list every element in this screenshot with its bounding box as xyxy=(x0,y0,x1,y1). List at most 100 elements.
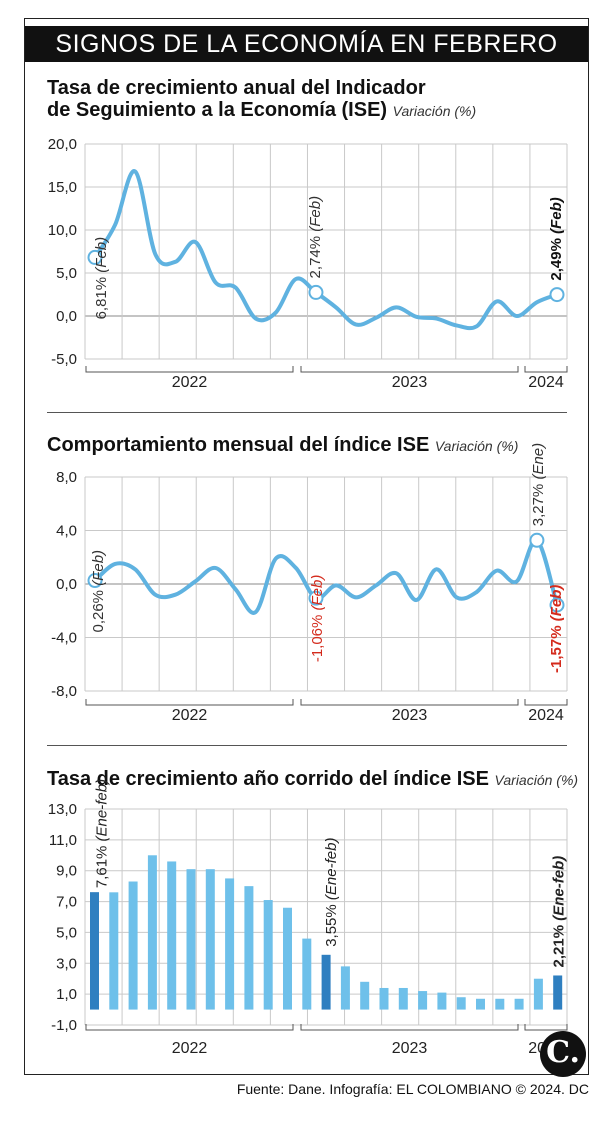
chart1-title: Tasa de crecimiento anual del Indicador … xyxy=(47,77,476,122)
chart3-y-tick-label: 13,0 xyxy=(48,801,77,818)
chart1-subtitle: Variación (%) xyxy=(392,103,477,119)
el-colombiano-logo: C. xyxy=(540,1031,586,1077)
chart3-bar xyxy=(128,881,138,1010)
chart3-data-label-period: (Ene-feb) xyxy=(94,779,111,846)
chart1-y-tick-label: 20,0 xyxy=(48,136,77,153)
chart3-bar xyxy=(360,981,370,1010)
chart2-data-label: -1,57% (Feb) xyxy=(548,585,565,673)
chart3-bar xyxy=(244,886,254,1010)
chart2-title: Comportamiento mensual del índice ISE Va… xyxy=(47,434,518,457)
chart2-data-label-period: (Feb) xyxy=(309,575,326,615)
chart2-data-label-value: 3,27% xyxy=(530,484,547,527)
chart3-bar xyxy=(476,998,485,1010)
chart1-data-label-period: (Feb) xyxy=(93,237,110,277)
chart1-year-label: 2024 xyxy=(528,374,564,391)
chart3-bar xyxy=(302,938,312,1010)
chart3-bar xyxy=(225,878,235,1010)
chart3-year-bracket xyxy=(524,1024,568,1031)
chart1-y-tick-label: 0,0 xyxy=(56,308,77,325)
chart2-data-label: 3,27% (Ene) xyxy=(530,443,547,526)
infographic-frame xyxy=(24,18,589,1075)
chart2-marker xyxy=(87,573,103,589)
chart1-data-label: 6,81% (Feb) xyxy=(93,237,110,320)
chart3-year-bracket xyxy=(300,1024,519,1031)
chart2-marker xyxy=(529,532,545,548)
chart3-bar-highlight xyxy=(553,975,563,1010)
chart2-data-label-value: 0,26% xyxy=(90,590,107,633)
chart1-y-tick-label: -5,0 xyxy=(51,351,77,368)
chart3-bar xyxy=(398,987,408,1010)
chart3-year-bracket xyxy=(85,1024,294,1031)
chart3-bar xyxy=(456,997,466,1010)
chart3-bar xyxy=(109,892,119,1010)
chart2-data-label-value: -1,57% xyxy=(548,625,565,673)
chart3-y-tick-label: 3,0 xyxy=(56,955,77,972)
chart1-year-bracket xyxy=(300,366,519,373)
chart3-bar xyxy=(167,861,177,1010)
chart2-data-label-period: (Feb) xyxy=(90,550,107,590)
chart1-title-line2: de Seguimiento a la Economía (ISE) xyxy=(47,99,388,121)
chart3-data-label-value: 3,55% xyxy=(323,904,340,947)
chart2-series-line xyxy=(93,538,559,615)
chart2-y-tick-label: 4,0 xyxy=(56,523,77,540)
chart3-bar xyxy=(495,998,505,1010)
chart2-title-line1: Comportamiento mensual del índice ISE xyxy=(47,434,430,456)
chart3-bar xyxy=(147,855,157,1010)
chart1-y-tick-label: 5,0 xyxy=(56,265,77,282)
chart3-title-line1: Tasa de crecimiento año corrido del índi… xyxy=(47,768,489,790)
chart1-title-line1: Tasa de crecimiento anual del Indicador xyxy=(47,77,426,99)
chart1-year-bracket xyxy=(524,366,568,373)
chart1-data-label: 2,49% (Feb) xyxy=(548,197,565,280)
chart3-bar xyxy=(533,978,543,1010)
chart3-bar-highlight xyxy=(321,954,331,1010)
chart2-year-label: 2024 xyxy=(528,707,564,724)
chart2-data-label-value: -1,06% xyxy=(309,615,326,663)
chart3-y-tick-label: -1,0 xyxy=(51,1017,77,1034)
chart3-data-label: 2,21% (Ene-feb) xyxy=(551,856,568,968)
chart2-y-tick-label: -4,0 xyxy=(51,630,77,647)
chart2-subtitle: Variación (%) xyxy=(434,438,519,454)
chart3-data-label-value: 2,21% xyxy=(551,925,568,968)
chart3-bar xyxy=(340,966,350,1010)
chart1-data-label-value: 2,49% xyxy=(548,238,565,281)
chart3-bar xyxy=(283,907,292,1010)
chart3-data-label-period: (Ene-feb) xyxy=(323,838,340,905)
chart3-bar xyxy=(263,900,273,1010)
chart1-data-label-value: 2,74% xyxy=(307,236,324,279)
chart2-year-bracket xyxy=(524,699,568,706)
chart1-marker xyxy=(549,287,565,303)
chart3-bar xyxy=(418,991,428,1010)
chart3-bar xyxy=(186,869,196,1010)
chart2-marker xyxy=(308,590,324,606)
chart3-year-label: 2023 xyxy=(392,1040,428,1057)
banner-title: SIGNOS DE LA ECONOMÍA EN FEBRERO xyxy=(25,26,588,62)
chart3-title: Tasa de crecimiento año corrido del índi… xyxy=(47,768,578,791)
chart1-data-label-period: (Feb) xyxy=(307,196,324,236)
chart2-y-tick-label: 0,0 xyxy=(56,576,77,593)
chart1-year-label: 2023 xyxy=(392,374,428,391)
chart2-data-label-period: (Feb) xyxy=(548,585,565,626)
chart2-year-bracket xyxy=(85,699,294,706)
chart2-y-tick-label: -8,0 xyxy=(51,683,77,700)
chart3-bar xyxy=(205,869,215,1010)
chart1-series-line xyxy=(93,169,559,331)
chart3-bar-highlight xyxy=(90,892,99,1010)
chart2-data-label-period: (Ene) xyxy=(530,443,547,484)
source-footer: Fuente: Dane. Infografía: EL COLOMBIANO … xyxy=(236,1081,589,1097)
chart3-bar xyxy=(514,998,524,1010)
chart1-year-bracket xyxy=(85,366,294,373)
chart1-marker xyxy=(308,284,324,300)
chart2-year-label: 2023 xyxy=(392,707,428,724)
chart3-data-label-value: 7,61% xyxy=(94,846,111,889)
chart3-data-label: 7,61% (Ene-feb) xyxy=(94,779,111,888)
chart1-y-tick-label: 15,0 xyxy=(48,179,77,196)
chart1-data-label: 2,74% (Feb) xyxy=(307,196,324,279)
chart2-data-label: -1,06% (Feb) xyxy=(309,575,326,663)
divider-1 xyxy=(47,412,567,413)
chart1-data-label-period: (Feb) xyxy=(548,197,565,238)
chart3-data-label: 3,55% (Ene-feb) xyxy=(323,838,340,947)
chart2-year-bracket xyxy=(300,699,519,706)
chart2-data-label: 0,26% (Feb) xyxy=(90,550,107,633)
chart1-year-label: 2022 xyxy=(172,374,208,391)
